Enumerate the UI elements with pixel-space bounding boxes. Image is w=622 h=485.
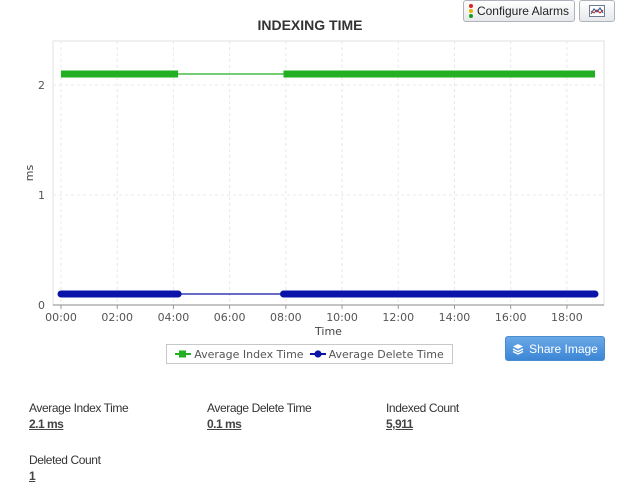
plot-area — [52, 40, 605, 306]
chart-type-button[interactable] — [579, 0, 615, 22]
x-tick-label: 00:00 — [45, 311, 77, 324]
configure-alarms-label: Configure Alarms — [476, 4, 569, 18]
x-tick-label: 08:00 — [270, 311, 302, 324]
y-tick-label: 1 — [38, 189, 45, 202]
y-axis-title: ms — [23, 165, 36, 182]
x-tick-label: 18:00 — [551, 311, 583, 324]
legend-label-delete-time: Average Delete Time — [328, 347, 444, 361]
legend-square-marker-icon — [175, 350, 192, 358]
stat-label: Indexed Count — [386, 401, 459, 415]
traffic-light-icon — [468, 4, 473, 18]
line-chart-icon — [589, 5, 605, 17]
legend-label-index-time: Average Index Time — [194, 347, 304, 361]
stat-average-delete-time: Average Delete Time 0.1 ms — [207, 401, 312, 431]
x-tick-label: 16:00 — [495, 311, 527, 324]
stat-deleted-count: Deleted Count 1 — [29, 453, 101, 483]
configure-alarms-button[interactable]: Configure Alarms — [462, 0, 575, 22]
layers-icon — [512, 343, 524, 355]
legend-item-index-time[interactable]: Average Index Time — [175, 347, 304, 361]
indexing-time-chart: 00:00 02:00 04:00 06:00 08:00 10:00 12:00 14:00… — [23, 40, 605, 338]
share-image-button[interactable]: Share Image — [505, 336, 605, 361]
stat-average-index-time: Average Index Time 2.1 ms — [29, 401, 129, 431]
chart-toolbar: Configure Alarms — [462, 0, 615, 22]
chart-legend: Average Index Time Average Delete Time — [166, 344, 453, 364]
y-tick-label: 0 — [38, 299, 45, 312]
stat-value-link[interactable]: 5,911 — [386, 417, 413, 431]
stat-label: Average Delete Time — [207, 401, 312, 415]
stat-value-link[interactable]: 2.1 ms — [29, 417, 64, 431]
stat-indexed-count: Indexed Count 5,911 — [386, 401, 459, 431]
x-tick-label: 06:00 — [214, 311, 246, 324]
x-axis-title: Time — [314, 325, 342, 338]
y-tick-label: 2 — [38, 79, 45, 92]
x-tick-label: 14:00 — [439, 311, 471, 324]
stat-label: Average Index Time — [29, 401, 129, 415]
x-tick-label: 02:00 — [101, 311, 133, 324]
legend-item-delete-time[interactable]: Average Delete Time — [309, 347, 444, 361]
share-image-label: Share Image — [529, 341, 598, 356]
stat-label: Deleted Count — [29, 453, 101, 467]
stat-value-link[interactable]: 1 — [29, 469, 36, 483]
x-tick-label: 04:00 — [158, 311, 190, 324]
chart-title: INDEXING TIME — [257, 17, 363, 33]
x-tick-label: 12:00 — [382, 311, 414, 324]
stat-value-link[interactable]: 0.1 ms — [207, 417, 242, 431]
x-tick-label: 10:00 — [326, 311, 358, 324]
legend-circle-marker-icon — [309, 350, 326, 358]
